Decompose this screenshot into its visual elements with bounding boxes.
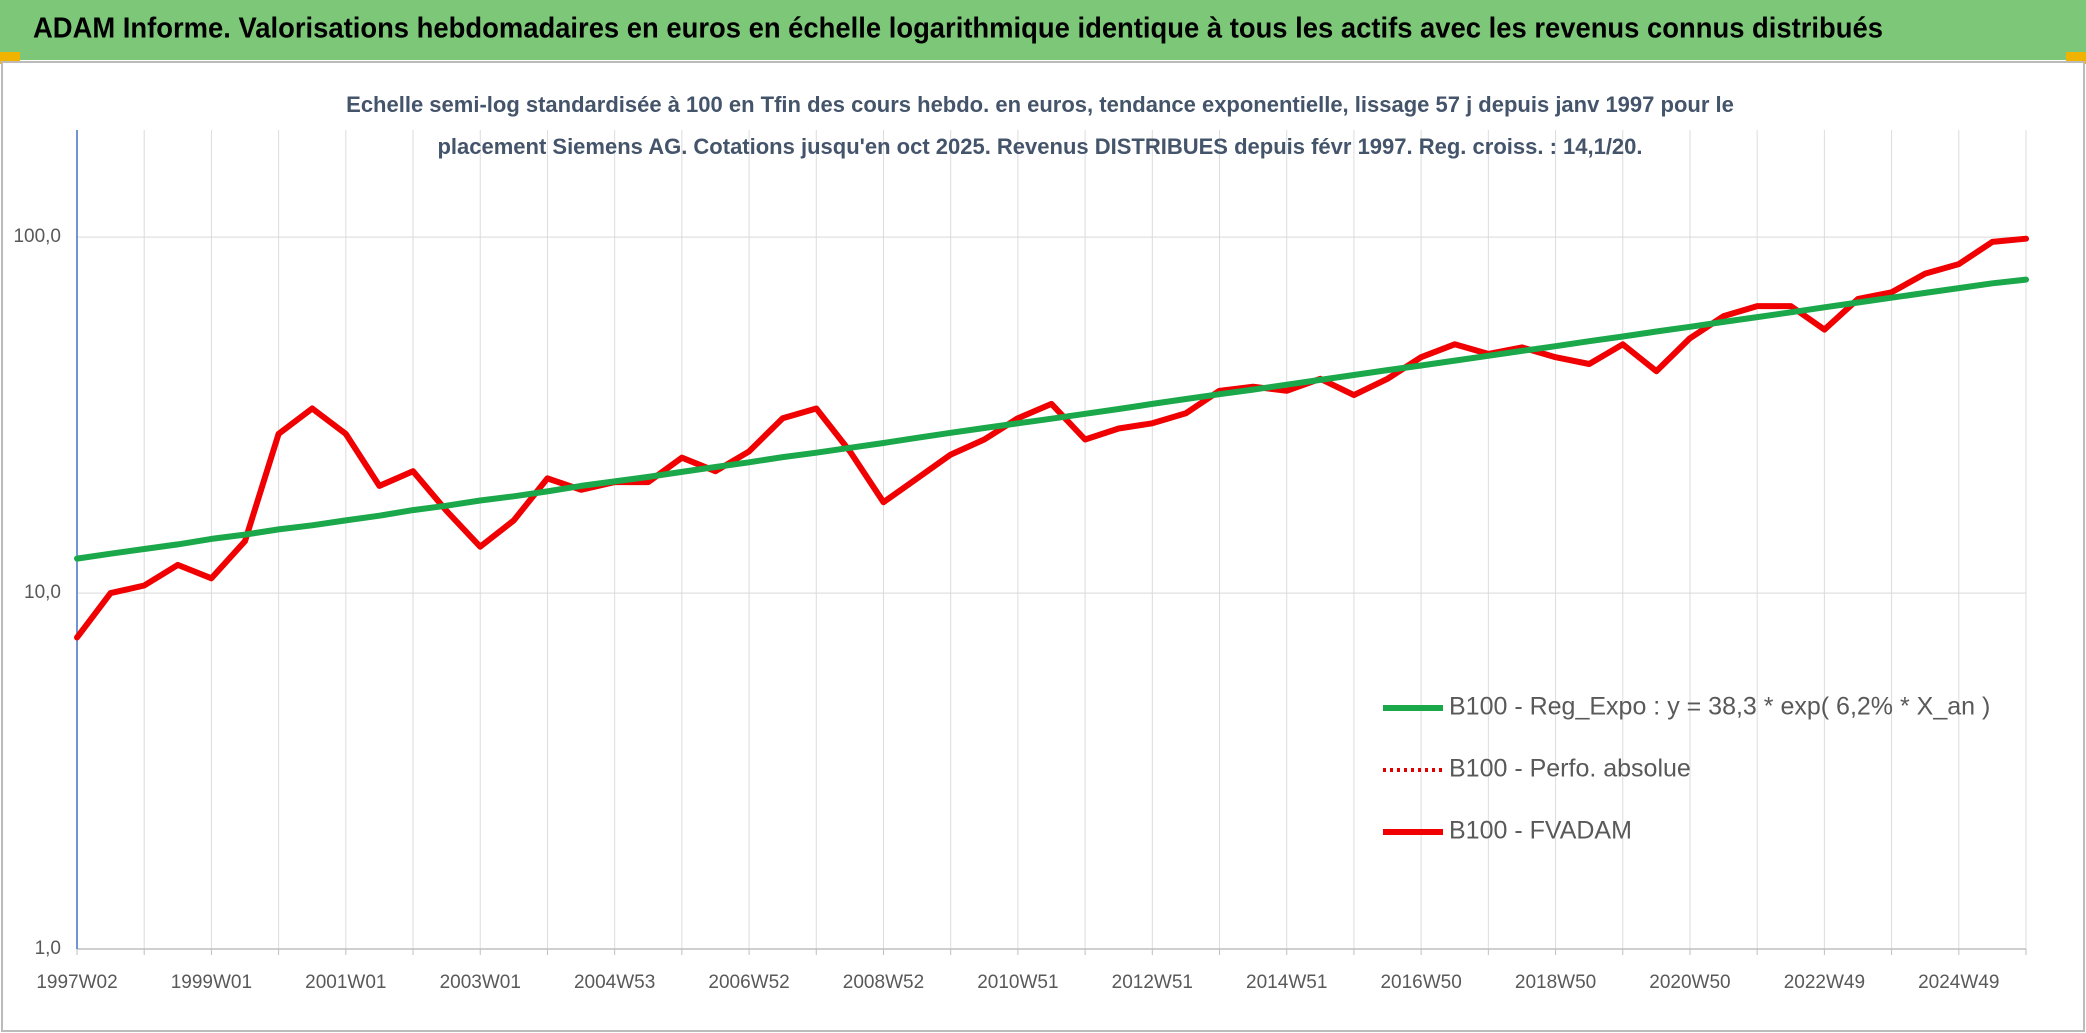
x-tick-label: 2018W50 [1515,972,1596,993]
y-tick-label: 10,0 [24,582,61,603]
legend-label: B100 - FVADAM [1449,817,1632,845]
chart-frame [1,61,2085,1032]
x-tick-label: 1999W01 [171,972,252,993]
x-tick-label: 1997W02 [36,972,117,993]
chart-subtitle: Echelle semi-log standardisée à 100 en T… [346,92,1734,159]
chart-title: ADAM Informe. Valorisations hebdomadaire… [33,13,1883,45]
x-tick-label: 2004W53 [574,972,655,993]
x-tick-label: 2016W50 [1380,972,1461,993]
x-tick-label: 2001W01 [305,972,386,993]
x-tick-label: 2024W49 [1918,972,1999,993]
title-bar [0,0,2086,60]
x-tick-label: 2022W49 [1784,972,1865,993]
x-tick-label: 2014W51 [1246,972,1327,993]
y-tick-label: 100,0 [13,226,61,247]
y-tick-label: 1,0 [35,938,61,959]
legend-label: B100 - Perfo. absolue [1449,755,1691,783]
x-tick-label: 2006W52 [708,972,789,993]
x-tick-label: 2008W52 [843,972,924,993]
legend-label: B100 - Reg_Expo : y = 38,3 * exp( 6,2% *… [1449,693,1990,721]
x-tick-label: 2010W51 [977,972,1058,993]
series-line [74,276,2029,562]
x-tick-label: 2012W51 [1112,972,1193,993]
x-tick-label: 2020W50 [1649,972,1730,993]
x-tick-label: 2003W01 [440,972,521,993]
series-line [74,235,2029,641]
